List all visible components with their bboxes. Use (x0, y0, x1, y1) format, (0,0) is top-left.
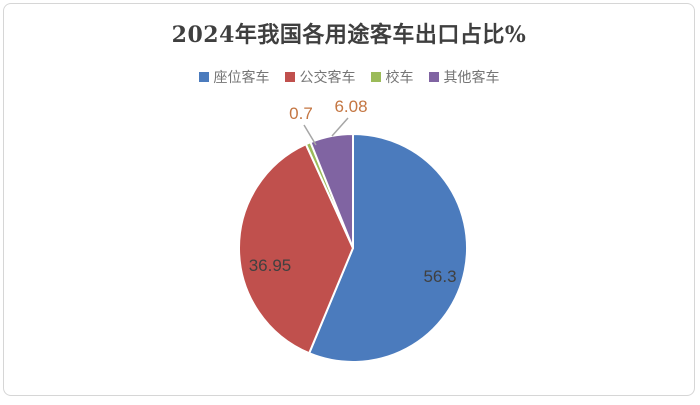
legend-swatch-icon (198, 72, 209, 82)
leader-line-3 (331, 117, 349, 137)
legend-label: 座位客车 (213, 69, 270, 85)
data-label-0: 56.3 (423, 267, 456, 286)
pie-chart: 56.3 36.95 0.7 6.08 (238, 97, 468, 363)
legend-item-2: 校车 (370, 67, 414, 87)
leader-line-2 (303, 124, 317, 146)
pie-slice-1 (238, 143, 354, 355)
legend-label: 校车 (385, 69, 414, 85)
legend-swatch-icon (428, 72, 439, 82)
legend: 座位客车 公交客车 校车 其他客车 (4, 67, 694, 87)
legend-label: 其他客车 (443, 69, 500, 85)
data-label-1: 36.95 (249, 256, 292, 275)
pie-slice-0 (308, 133, 468, 363)
legend-swatch-icon (370, 72, 381, 82)
pie-slice-3 (309, 133, 354, 249)
legend-label: 公交客车 (299, 69, 356, 85)
data-label-3: 6.08 (334, 97, 367, 116)
chart-title: 2024年我国各用途客车出口占比% (171, 22, 527, 48)
legend-item-1: 公交客车 (284, 67, 356, 87)
chart-frame: 2024年我国各用途客车出口占比% 座位客车 公交客车 校车 其他客车 56.3 36.… (3, 3, 695, 396)
legend-swatch-icon (284, 72, 295, 82)
legend-item-0: 座位客车 (198, 67, 270, 87)
data-label-2: 0.7 (289, 104, 313, 123)
legend-item-3: 其他客车 (428, 67, 500, 87)
